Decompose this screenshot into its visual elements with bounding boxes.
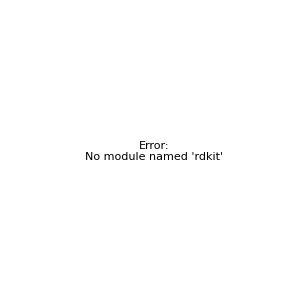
Text: Error:
No module named 'rdkit': Error: No module named 'rdkit' xyxy=(85,141,223,162)
